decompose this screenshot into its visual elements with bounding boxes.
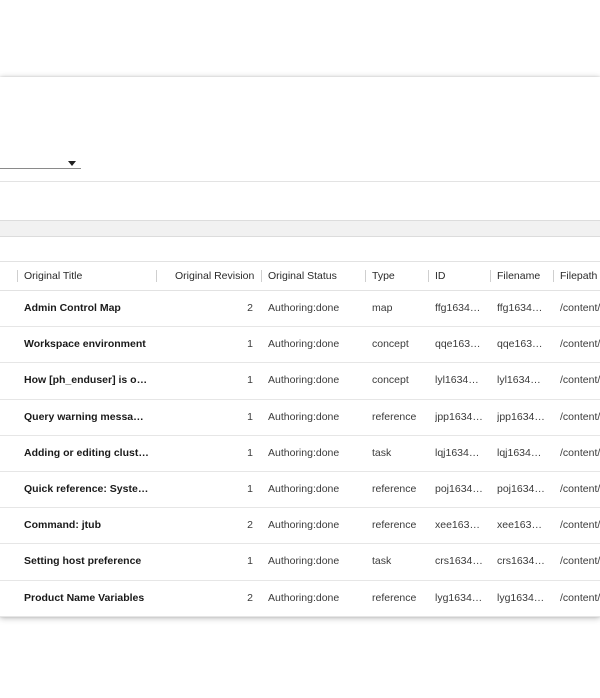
column-header-original-revision[interactable]: Original Revision [175,270,255,282]
results-panel: Original Title Original Revision Origina… [0,77,600,617]
cell-id: lyl16348… [435,374,483,387]
cell-filename: xee1634… [497,519,545,532]
cell-filename: lyg16348… [497,591,545,604]
cell-filepath: /content/ [560,519,600,532]
cell-original-revision: 1 [247,446,253,459]
cell-original-revision: 2 [247,519,253,532]
cell-original-revision: 2 [247,591,253,604]
column-separator[interactable] [261,270,262,282]
cell-filepath: /content/ [560,591,600,604]
cell-filename: poj16348… [497,482,545,495]
table-row[interactable]: Command: jtub 2 Authoring:done reference xee… [0,508,600,545]
column-header-filepath[interactable]: Filepath [560,270,598,282]
cell-original-revision: 1 [247,338,253,351]
cell-original-revision: 1 [247,410,253,423]
cell-original-title: Adding or editing clusters [24,446,150,459]
cell-type: concept [372,374,409,387]
column-header-original-status[interactable]: Original Status [268,270,337,282]
results-table: Original Title Original Revision Origina… [0,261,600,617]
filter-select[interactable] [0,77,600,181]
cell-filename: lqj16348… [497,446,545,459]
cell-original-title: Command: jtub [24,519,101,532]
column-header-filename[interactable]: Filename [497,270,541,282]
cell-original-status: Authoring:done [268,374,340,387]
cell-type: task [372,446,392,459]
table-row[interactable]: Product Name Variables 2 Authoring:done ref… [0,581,600,617]
select-underline [0,168,81,169]
section-divider [0,181,600,182]
caret-down-icon[interactable] [68,161,76,166]
cell-filename: ffg16348… [497,302,545,314]
cell-original-status: Authoring:done [268,555,340,568]
cell-original-revision: 1 [247,555,253,568]
cell-filepath: /content/ [560,410,600,423]
cell-original-title: Workspace environment [24,338,146,351]
cell-original-status: Authoring:done [268,302,340,314]
cell-original-status: Authoring:done [268,446,340,459]
cell-id: jpp16348… [435,410,483,423]
cell-original-title: How [ph_enduser] is organi… [24,374,150,387]
cell-filename: lyl16348… [497,374,545,387]
table-header: Original Title Original Revision Origina… [0,261,600,291]
table-row[interactable]: How [ph_enduser] is organi… 1 Authoring:do… [0,363,600,400]
cell-type: reference [372,591,417,604]
cell-filepath: /content/ [560,338,600,351]
cell-original-title: Product Name Variables [24,591,145,604]
cell-original-status: Authoring:done [268,410,340,423]
column-header-original-title[interactable]: Original Title [24,270,83,282]
cell-id: qqe1634… [435,338,483,351]
cell-original-title: Query warning messages [24,410,150,423]
cell-filename: qqe1634… [497,338,545,351]
cell-type: concept [372,338,409,351]
toolbar-band [0,220,600,237]
cell-type: task [372,555,392,568]
cell-original-title: Admin Control Map [24,302,121,314]
cell-type: map [372,302,393,314]
cell-id: poj16348… [435,482,483,495]
cell-type: reference [372,519,417,532]
column-header-type[interactable]: Type [372,270,395,282]
cell-original-status: Authoring:done [268,338,340,351]
cell-original-title: Setting host preference [24,555,142,568]
table-row[interactable]: Setting host preference 1 Authoring:done ta… [0,544,600,581]
cell-original-revision: 1 [247,482,253,495]
table-row[interactable]: Admin Control Map 2 Authoring:done map ffg16… [0,291,600,328]
cell-original-status: Authoring:done [268,482,340,495]
table-row[interactable]: Query warning messages 1 Authoring:done ref… [0,400,600,436]
cell-type: reference [372,482,417,495]
table-row[interactable]: Adding or editing clusters 1 Authoring:don… [0,436,600,472]
cell-id: crs16348… [435,555,483,568]
cell-filepath: /content/ [560,302,600,314]
cell-original-title: Quick reference: System he… [24,482,150,495]
cell-id: lqj16348… [435,446,483,459]
cell-original-status: Authoring:done [268,591,340,604]
column-header-id[interactable]: ID [435,270,446,282]
column-separator[interactable] [428,270,429,282]
column-separator[interactable] [365,270,366,282]
cell-filepath: /content/ [560,374,600,387]
column-separator[interactable] [17,270,18,282]
cell-filename: crs16348… [497,555,545,568]
cell-original-revision: 1 [247,374,253,387]
cell-id: ffg16348… [435,302,483,314]
cell-filepath: /content/ [560,555,600,568]
cell-id: xee1634… [435,519,483,532]
cell-filepath: /content/ [560,482,600,495]
cell-original-status: Authoring:done [268,519,340,532]
column-separator[interactable] [490,270,491,282]
table-body: Admin Control Map 2 Authoring:done map ffg16… [0,291,600,617]
cell-filepath: /content/ [560,446,600,459]
column-separator[interactable] [553,270,554,282]
table-row[interactable]: Quick reference: System he… 1 Authoring:do… [0,472,600,509]
column-separator[interactable] [156,270,157,282]
cell-id: lyg16348… [435,591,483,604]
cell-type: reference [372,410,417,423]
table-row[interactable]: Workspace environment 1 Authoring:done conc… [0,327,600,364]
cell-filename: jpp16348… [497,410,545,423]
cell-original-revision: 2 [247,302,253,314]
